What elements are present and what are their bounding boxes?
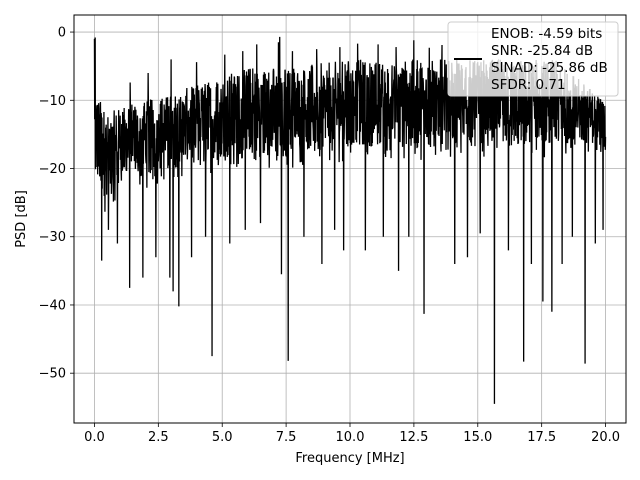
series-layer — [93, 36, 607, 404]
y-tick-label: 0 — [58, 26, 66, 41]
legend-sfdr: SFDR: 0.71 — [491, 77, 566, 93]
x-tick-label: 20.0 — [591, 430, 620, 445]
legend-enob: ENOB: -4.59 bits — [491, 26, 602, 42]
y-tick-label: −50 — [39, 367, 66, 382]
x-tick-label: 2.5 — [148, 430, 169, 445]
x-tick-label: 12.5 — [399, 430, 428, 445]
y-tick-label: −40 — [39, 298, 66, 313]
legend-snr: SNR: -25.84 dB — [491, 43, 593, 59]
x-axis-label: Frequency [MHz] — [295, 451, 404, 466]
x-tick-label: 17.5 — [527, 430, 556, 445]
y-tick-label: −20 — [39, 162, 66, 177]
tick-labels: 0.0 2.5 5.0 7.5 10.0 12.5 15.0 17.5 20.0 0 −10 −20 −… — [39, 26, 620, 445]
x-tick-label: 7.5 — [276, 430, 297, 445]
x-tick-label: 15.0 — [463, 430, 492, 445]
x-tick-label: 0.0 — [84, 430, 105, 445]
legend-sinad: SINAD: -25.86 dB — [491, 60, 608, 76]
legend-box — [447, 21, 619, 97]
psd-series-line — [93, 36, 607, 404]
legend: ENOB: -4.59 bits SNR: -25.84 dB SINAD: -… — [447, 21, 619, 97]
x-tick-label: 5.0 — [212, 430, 233, 445]
axis-ticks — [70, 31, 606, 427]
y-axis-label: PSD [dB] — [14, 190, 29, 248]
y-tick-label: −10 — [39, 94, 66, 109]
x-tick-label: 10.0 — [336, 430, 365, 445]
y-tick-label: −30 — [39, 230, 66, 245]
